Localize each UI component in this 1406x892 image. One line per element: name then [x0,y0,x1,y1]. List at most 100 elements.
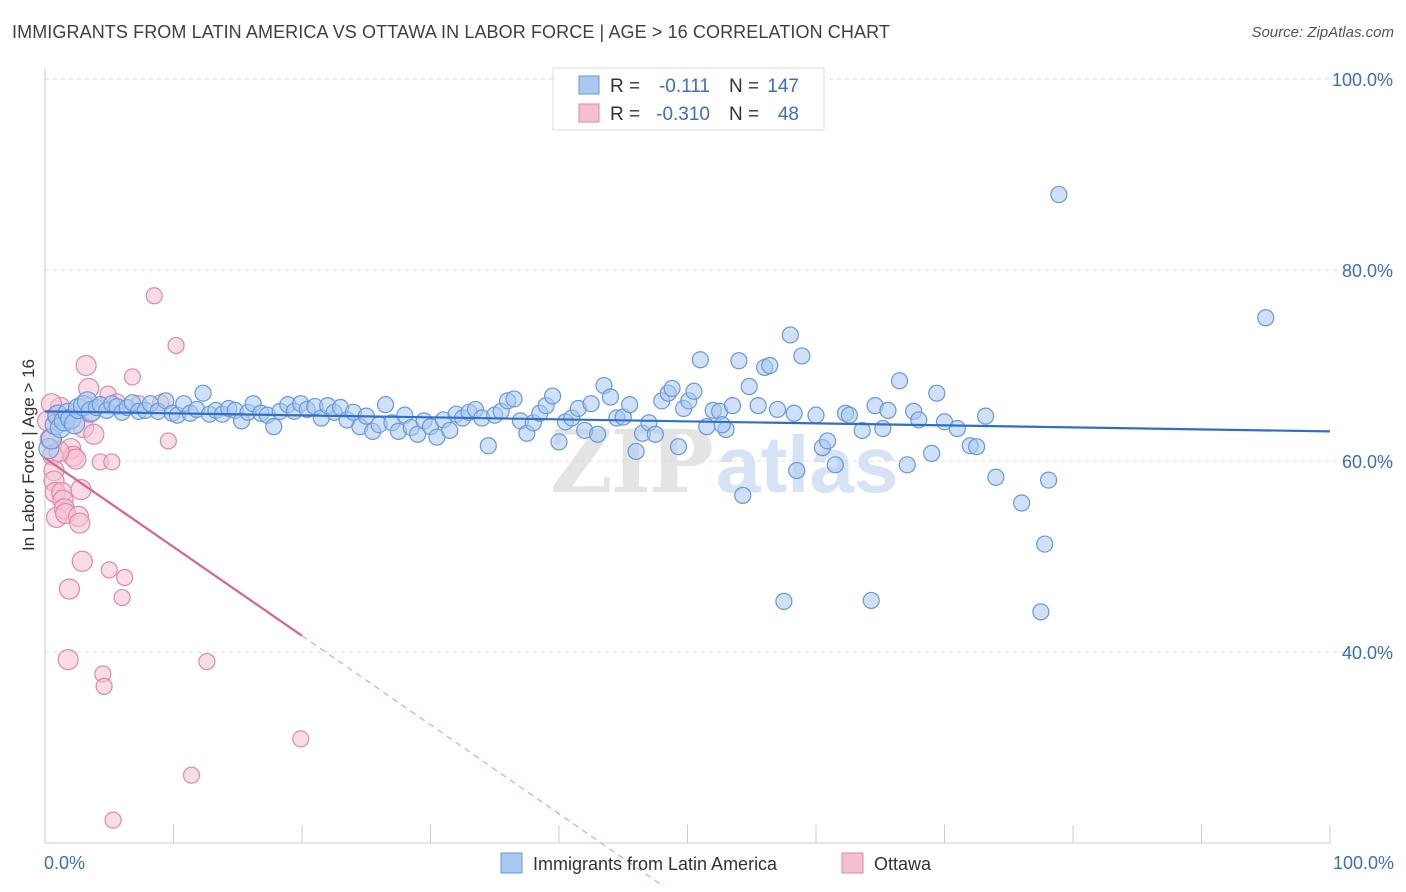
ottawa-point [123,368,141,386]
series-legend: Immigrants from Latin America Ottawa [500,852,932,874]
latin-america-point [685,382,703,400]
latin-america-point [441,421,459,440]
latin-america-point [1050,185,1068,204]
ottawa-point [58,578,81,600]
legend-swatch-latin-america [500,852,523,874]
stats-n-label-1: N = [729,76,759,97]
chart-title: IMMIGRANTS FROM LATIN AMERICA VS OTTAWA … [12,22,890,42]
latin-america-point [968,438,986,456]
latin-america-point [785,404,803,422]
y-axis-label: In Labor Force | Age > 16 [19,359,38,551]
latin-america-point [826,456,844,474]
latin-america-point [788,461,806,480]
ottawa-point [167,336,185,355]
legend-label-ottawa: Ottawa [874,854,932,874]
ottawa-point [100,561,118,579]
latin-america-point [1012,494,1031,512]
ottawa-point [75,354,97,377]
latin-america-point [1036,535,1054,553]
trendlines [44,410,1331,886]
stats-r-label-2: R = [610,104,640,125]
legend-swatch-ottawa [841,852,864,874]
ottawa-point [113,588,131,607]
latin-america-point [928,384,946,402]
latin-america-point [862,591,880,610]
ottawa-point [69,512,91,534]
stats-n-value-1: 147 [767,76,799,97]
ottawa-point [145,287,163,305]
latin-america-point [898,456,916,474]
y-tick-label-40: 40.0% [1342,643,1393,663]
x-tick-label-max: 100.0% [1333,853,1394,873]
latin-america-point [840,406,859,424]
latin-america-point [730,352,748,370]
stats-swatch-latin-america [578,75,600,95]
latin-america-point [948,419,966,438]
latin-america-point [582,395,600,413]
latin-america-point [505,390,523,408]
y-tick-label-80: 80.0% [1342,261,1393,281]
ottawa-point [159,432,177,450]
latin-america-point [923,444,941,462]
latin-america-point [646,425,664,443]
trendline-ottawa-extension [301,635,663,886]
y-tick-label-60: 60.0% [1342,452,1393,472]
latin-america-point [793,347,811,365]
legend-label-latin-america: Immigrants from Latin America [533,854,778,874]
latin-america-point [691,351,709,369]
latin-america-point [740,377,758,396]
latin-america-point [663,379,681,398]
ottawa-point [182,766,201,784]
latin-america-point [621,396,639,414]
latin-america-point [874,419,892,438]
stats-r-label-1: R = [610,76,640,97]
ottawa-point [104,811,122,829]
ottawa-point [116,568,134,587]
latin-america-point [853,421,871,440]
ottawa-point [83,423,105,445]
ottawa-point [57,649,79,671]
latin-america-point [775,592,793,610]
ottawa-point [292,730,310,748]
gridlines [45,78,1394,653]
latin-america-point [1039,471,1058,489]
latin-america-point [550,433,568,451]
latin-america-point [376,396,395,414]
latin-america-point [879,401,897,419]
x-tick-label-min: 0.0% [44,853,85,873]
latin-america-point [601,388,620,406]
latin-america-point [977,407,995,425]
latin-america-point [265,418,283,436]
latin-america-point [479,437,497,455]
latin-america-point [807,406,825,424]
ottawa-point [198,652,216,671]
stats-n-value-2: 48 [778,104,799,125]
latin-america-point [588,425,607,443]
latin-america-point [669,438,688,456]
stats-r-value-1: -0.111 [659,76,710,97]
latin-america-point [890,372,909,390]
y-tick-labels: 40.0% 60.0% 80.0% 100.0% [1332,70,1393,663]
latin-america-points [38,185,1275,621]
latin-america-point [543,387,562,405]
latin-america-point [818,432,837,450]
latin-america-point [713,416,731,434]
stats-swatch-ottawa [578,103,600,123]
latin-america-point [734,486,752,504]
latin-america-point [761,356,779,375]
y-tick-label-100: 100.0% [1332,70,1393,90]
stats-n-label-2: N = [729,104,759,125]
watermark-zip: ZIP [550,412,712,513]
latin-america-point [627,442,645,461]
ottawa-point [95,677,113,695]
stats-r-value-2: -0.310 [656,104,710,125]
latin-america-point [723,397,742,415]
trendline-ottawa [44,457,303,637]
ottawa-points [36,287,310,829]
latin-america-point [194,384,212,402]
source-note: Source: ZipAtlas.com [1251,24,1394,41]
stats-legend: R = -0.111 N = 147 R = -0.310 N = 48 [552,67,825,131]
latin-america-point [768,400,787,419]
latin-america-point [749,397,767,415]
